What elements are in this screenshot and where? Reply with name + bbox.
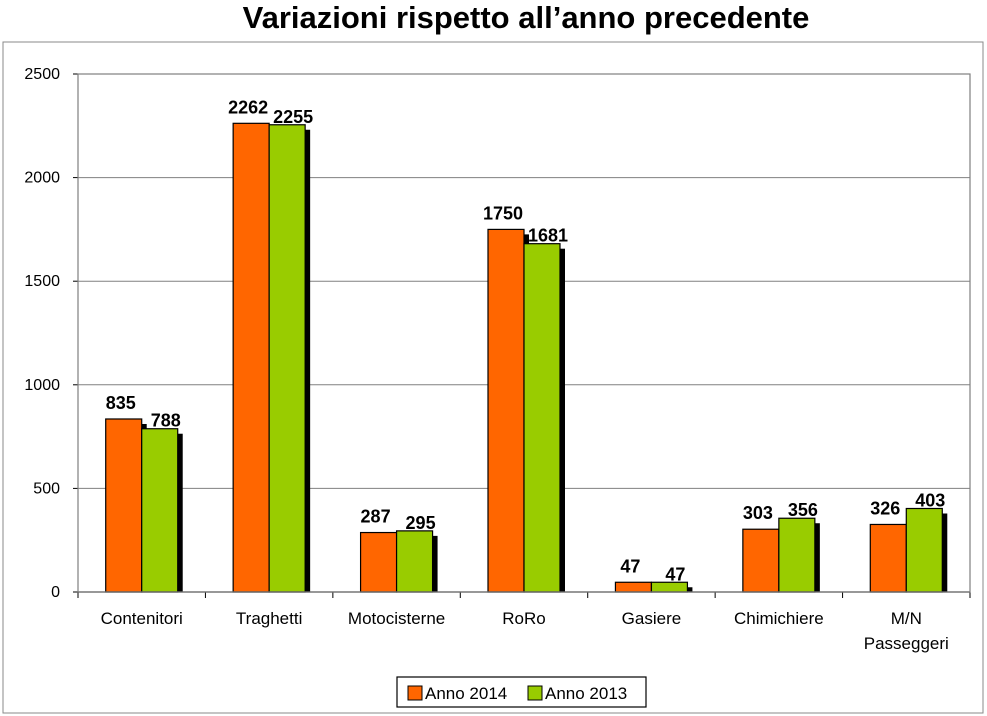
- y-tick-label: 2500: [24, 66, 60, 83]
- data-label: 326: [870, 498, 900, 518]
- x-category-label: Chimichiere: [734, 609, 824, 628]
- data-label: 356: [788, 500, 818, 520]
- x-category-label: RoRo: [502, 609, 545, 628]
- data-label: 1681: [528, 226, 568, 246]
- legend-swatch-anno-2013: [527, 685, 543, 701]
- bar-anno-2013: [905, 507, 943, 593]
- legend: Anno 2014 Anno 2013: [396, 676, 647, 708]
- bar-anno-2013: [141, 428, 179, 593]
- x-category-label: Gasiere: [622, 609, 682, 628]
- x-category-label: Contenitori: [101, 609, 183, 628]
- legend-label-anno-2014: Anno 2014: [425, 684, 507, 703]
- x-category-label: Motocisterne: [348, 609, 445, 628]
- bar-anno-2014: [614, 581, 653, 593]
- x-category-label: M/N: [891, 609, 922, 628]
- legend-box: [396, 676, 647, 708]
- y-tick-label: 1000: [24, 377, 60, 394]
- data-label: 295: [406, 513, 436, 533]
- bar-anno-2014: [869, 523, 907, 593]
- x-category-label: Passeggeri: [864, 634, 949, 653]
- data-label: 2262: [228, 97, 268, 117]
- bar-anno-2014: [105, 418, 143, 593]
- bar-anno-2013: [268, 124, 306, 593]
- legend-swatch-anno-2014: [407, 685, 423, 701]
- data-label: 47: [665, 564, 685, 584]
- legend-label-anno-2013: Anno 2013: [545, 684, 627, 703]
- bar-anno-2013: [523, 243, 561, 593]
- bars: [105, 122, 948, 593]
- bar-anno-2014: [232, 122, 270, 593]
- data-label: 788: [151, 411, 181, 431]
- data-label: 303: [743, 503, 773, 523]
- y-tick-label: 500: [33, 480, 60, 497]
- chart-title: Variazioni rispetto all’anno precedente: [243, 0, 810, 35]
- bar-anno-2014: [487, 228, 525, 593]
- bar-anno-2013: [778, 517, 816, 593]
- plot-border: [77, 73, 971, 593]
- data-label: 403: [915, 490, 945, 510]
- y-tick-label: 1500: [24, 273, 60, 290]
- data-label: 1750: [483, 203, 523, 223]
- y-tick-label: 2000: [24, 170, 60, 187]
- bar-anno-2014: [359, 531, 398, 593]
- x-category-label: Traghetti: [236, 609, 302, 628]
- data-label: 2255: [273, 107, 313, 127]
- bar-anno-2014: [742, 528, 780, 593]
- bar-anno-2013: [395, 530, 434, 593]
- y-tick-label: 0: [51, 584, 60, 601]
- data-label: 287: [361, 507, 391, 527]
- data-label: 47: [620, 556, 640, 576]
- data-label: 835: [106, 393, 136, 413]
